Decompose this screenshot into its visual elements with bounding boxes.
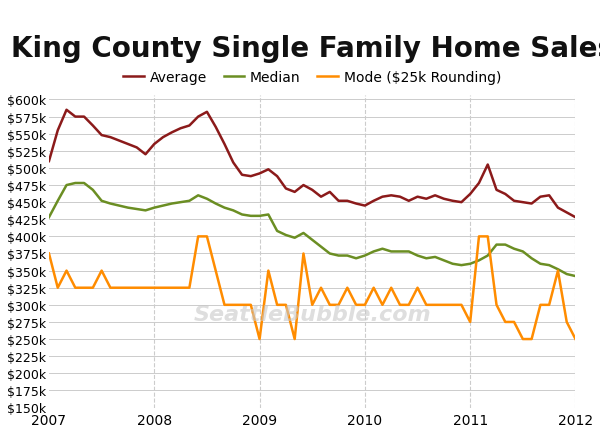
Text: SeattleBubble.com: SeattleBubble.com bbox=[193, 304, 431, 324]
Average bbox=[475, 181, 482, 186]
Median bbox=[142, 208, 149, 214]
Median bbox=[46, 215, 53, 220]
Title: King County Single Family Home Sales: King County Single Family Home Sales bbox=[11, 35, 600, 62]
Line: Average: Average bbox=[49, 111, 600, 237]
Median bbox=[475, 258, 482, 263]
Legend: Average, Median, Mode ($25k Rounding): Average, Median, Mode ($25k Rounding) bbox=[118, 65, 506, 90]
Average bbox=[142, 152, 149, 158]
Line: Median: Median bbox=[49, 184, 600, 297]
Line: Mode ($25k Rounding): Mode ($25k Rounding) bbox=[49, 237, 600, 373]
Mode ($25k Rounding) bbox=[46, 251, 53, 256]
Mode ($25k Rounding) bbox=[475, 234, 482, 240]
Mode ($25k Rounding) bbox=[133, 286, 140, 291]
Mode ($25k Rounding) bbox=[405, 302, 412, 308]
Average bbox=[449, 199, 456, 204]
Average bbox=[63, 108, 70, 113]
Median bbox=[265, 212, 272, 217]
Average bbox=[265, 168, 272, 173]
Average bbox=[46, 159, 53, 164]
Median bbox=[449, 262, 456, 267]
Median bbox=[71, 181, 79, 186]
Mode ($25k Rounding) bbox=[194, 234, 202, 240]
Mode ($25k Rounding) bbox=[449, 302, 456, 308]
Average bbox=[405, 199, 412, 204]
Mode ($25k Rounding) bbox=[265, 268, 272, 273]
Median bbox=[203, 197, 211, 202]
Median bbox=[405, 249, 412, 254]
